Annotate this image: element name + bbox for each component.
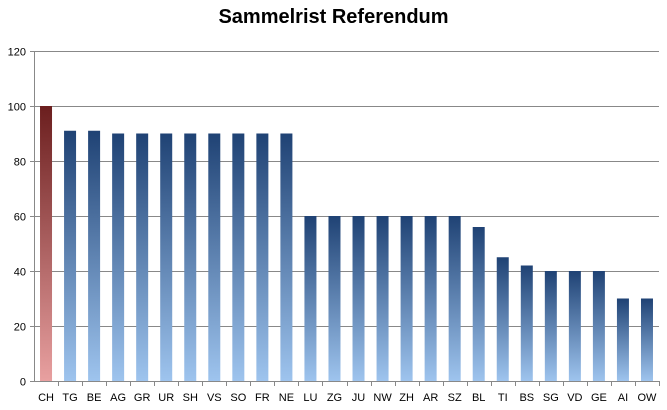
bar-ch	[40, 106, 53, 381]
bar-tg	[64, 130, 77, 381]
bar-so	[232, 133, 245, 381]
bar-sh	[184, 133, 197, 381]
bar-lu	[304, 216, 317, 381]
bar-bl	[472, 227, 485, 381]
y-tick-label: 0	[20, 377, 26, 389]
tick-labels: 0 20 40 60 80 100 120 CH TG BE AG GR UR SH VS SO FR NE LU Z…	[8, 47, 657, 405]
bar-vd	[568, 271, 581, 381]
x-tick-label-be: BE	[87, 392, 102, 404]
bar-zh	[400, 216, 413, 381]
y-tick-label: 100	[8, 102, 26, 114]
axes	[30, 51, 660, 386]
bar-ge	[592, 271, 605, 381]
x-tick-label-ag: AG	[110, 392, 126, 404]
x-tick-label-vd: VD	[567, 392, 582, 404]
x-tick-label-zh: ZH	[399, 392, 414, 404]
x-tick-label-sz: SZ	[448, 392, 462, 404]
gridlines	[34, 51, 659, 327]
x-tick-label-ju: JU	[352, 392, 366, 404]
bar-be	[88, 130, 101, 381]
bar-sz	[448, 216, 461, 381]
x-tick-label-ch: CH	[38, 392, 54, 404]
x-tick-label-sh: SH	[183, 392, 198, 404]
bar-bs	[520, 265, 533, 381]
x-tick-label-ai: AI	[618, 392, 628, 404]
bar-vs	[208, 133, 221, 381]
x-tick-label-ti: TI	[498, 392, 508, 404]
x-tick-label-tg: TG	[62, 392, 77, 404]
x-tick-label-ne: NE	[279, 392, 294, 404]
bar-fr	[256, 133, 269, 381]
x-tick-label-ur: UR	[158, 392, 174, 404]
bar-gr	[136, 133, 149, 381]
x-tick-label-zg: ZG	[327, 392, 342, 404]
x-tick-label-bs: BS	[519, 392, 534, 404]
x-tick-label-sg: SG	[543, 392, 559, 404]
bar-ag	[112, 133, 125, 381]
bar-zg	[328, 216, 341, 381]
bar-ti	[496, 257, 509, 381]
bar-ow	[640, 298, 653, 381]
x-tick-label-nw: NW	[373, 392, 392, 404]
y-tick-label: 40	[14, 267, 26, 279]
x-tick-label-lu: LU	[303, 392, 317, 404]
y-tick-label: 120	[8, 47, 26, 59]
bar-nw	[376, 216, 389, 381]
x-tick-label-so: SO	[230, 392, 246, 404]
x-tick-label-ge: GE	[591, 392, 607, 404]
bar-sg	[544, 271, 557, 381]
y-tick-label: 80	[14, 157, 26, 169]
x-tick-label-ow: OW	[638, 392, 658, 404]
x-tick-label-bl: BL	[472, 392, 485, 404]
y-tick-label: 60	[14, 212, 26, 224]
bar-ar	[424, 216, 437, 381]
bar-ne	[280, 133, 293, 381]
y-tick-label: 20	[14, 322, 26, 334]
x-tick-label-gr: GR	[134, 392, 151, 404]
bars	[40, 106, 653, 381]
bar-ju	[352, 216, 365, 381]
x-tick-label-fr: FR	[255, 392, 270, 404]
bar-ur	[160, 133, 173, 381]
x-tick-label-vs: VS	[207, 392, 222, 404]
chart-title: Sammelrist Referendum	[218, 6, 449, 28]
x-tick-label-ar: AR	[423, 392, 438, 404]
bar-ai	[616, 298, 629, 381]
